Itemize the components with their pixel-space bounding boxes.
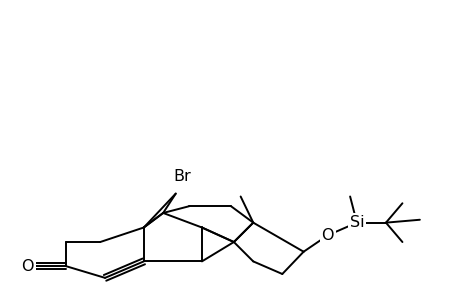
Text: Br: Br: [174, 169, 191, 184]
Text: O: O: [21, 259, 34, 274]
Text: Si: Si: [349, 215, 364, 230]
Text: O: O: [321, 228, 333, 243]
